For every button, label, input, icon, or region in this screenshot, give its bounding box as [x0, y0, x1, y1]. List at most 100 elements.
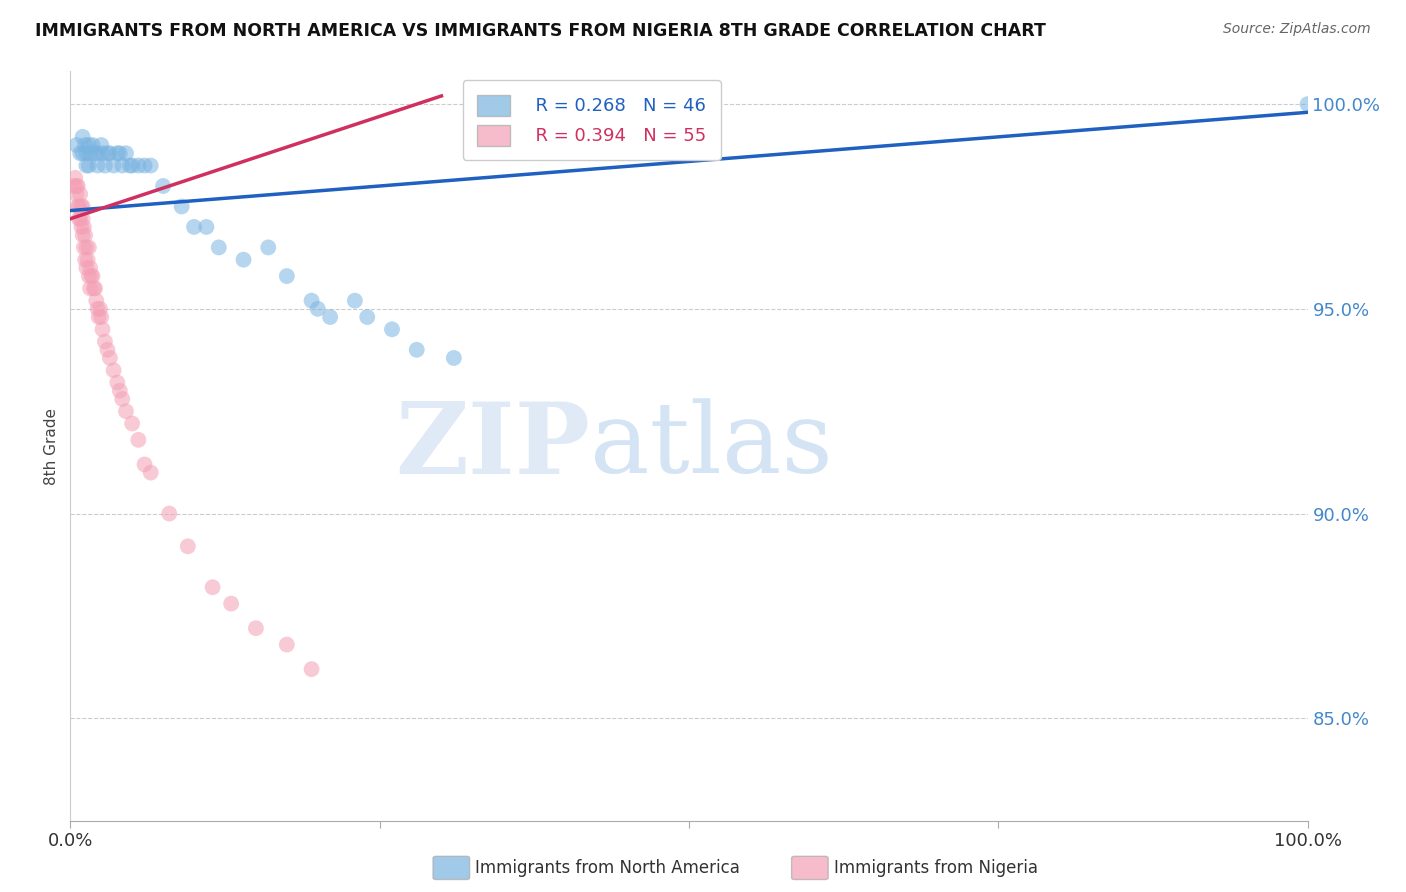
- Point: [79, 146, 101, 161]
- Point: [177, 539, 200, 553]
- Point: [356, 310, 378, 324]
- Point: [157, 507, 180, 521]
- Point: [65, 138, 87, 153]
- Point: [75, 159, 97, 173]
- Point: [67, 199, 90, 213]
- Point: [77, 159, 100, 173]
- Text: Immigrants from Nigeria: Immigrants from Nigeria: [834, 859, 1038, 877]
- Point: [443, 351, 465, 365]
- Point: [66, 179, 89, 194]
- Point: [83, 281, 105, 295]
- Point: [121, 159, 143, 173]
- Point: [72, 228, 94, 243]
- Point: [70, 199, 93, 213]
- Point: [134, 159, 156, 173]
- Point: [72, 211, 94, 226]
- Point: [94, 159, 117, 173]
- Point: [75, 146, 97, 161]
- Point: [381, 322, 404, 336]
- Point: [152, 179, 174, 194]
- Point: [72, 199, 94, 213]
- Point: [105, 376, 128, 390]
- Point: [63, 179, 86, 194]
- Point: [69, 187, 91, 202]
- Point: [108, 384, 131, 398]
- Point: [94, 334, 117, 349]
- Point: [69, 211, 91, 226]
- Point: [232, 252, 254, 267]
- Point: [405, 343, 427, 357]
- Text: atlas: atlas: [591, 398, 832, 494]
- Point: [219, 597, 242, 611]
- Point: [195, 219, 218, 234]
- Point: [79, 260, 101, 275]
- Point: [118, 159, 141, 173]
- Point: [105, 146, 128, 161]
- Point: [65, 170, 87, 185]
- Point: [1296, 97, 1319, 112]
- Point: [121, 417, 143, 431]
- Point: [72, 129, 94, 144]
- Point: [90, 138, 112, 153]
- Point: [75, 252, 97, 267]
- Point: [79, 281, 101, 295]
- Point: [103, 159, 125, 173]
- Point: [75, 260, 97, 275]
- Point: [80, 269, 103, 284]
- Point: [301, 662, 323, 676]
- Point: [91, 322, 114, 336]
- Point: [343, 293, 366, 308]
- Point: [170, 199, 193, 213]
- Point: [276, 269, 298, 284]
- Point: [127, 159, 149, 173]
- Point: [245, 621, 267, 635]
- Point: [201, 580, 224, 594]
- Point: [91, 146, 114, 161]
- Point: [84, 281, 107, 295]
- Point: [86, 159, 108, 173]
- Point: [115, 146, 138, 161]
- Point: [75, 228, 97, 243]
- Point: [77, 240, 100, 254]
- Point: [84, 146, 107, 161]
- Point: [76, 252, 98, 267]
- Point: [87, 310, 110, 324]
- Point: [96, 343, 118, 357]
- Point: [73, 219, 96, 234]
- Point: [66, 199, 89, 213]
- Point: [96, 146, 118, 161]
- Y-axis label: 8th Grade: 8th Grade: [44, 408, 59, 484]
- Point: [103, 363, 125, 377]
- Point: [111, 159, 134, 173]
- Point: [75, 240, 97, 254]
- Point: [98, 351, 121, 365]
- Point: [127, 433, 149, 447]
- Point: [115, 404, 138, 418]
- Point: [82, 269, 104, 284]
- Point: [89, 301, 111, 316]
- Point: [86, 146, 108, 161]
- Point: [75, 138, 97, 153]
- Point: [319, 310, 342, 324]
- Legend:   R = 0.268   N = 46,   R = 0.394   N = 55: R = 0.268 N = 46, R = 0.394 N = 55: [463, 80, 721, 160]
- Point: [98, 146, 121, 161]
- Point: [69, 146, 91, 161]
- Text: Source: ZipAtlas.com: Source: ZipAtlas.com: [1223, 22, 1371, 37]
- Point: [65, 187, 87, 202]
- Text: Immigrants from North America: Immigrants from North America: [475, 859, 740, 877]
- Point: [208, 240, 231, 254]
- Point: [77, 138, 100, 153]
- Point: [73, 240, 96, 254]
- Point: [65, 179, 87, 194]
- Point: [307, 301, 329, 316]
- Point: [82, 138, 104, 153]
- Point: [183, 219, 205, 234]
- Point: [139, 159, 162, 173]
- Point: [67, 211, 90, 226]
- Point: [257, 240, 280, 254]
- Point: [70, 219, 93, 234]
- Point: [301, 293, 323, 308]
- Point: [77, 269, 100, 284]
- Point: [111, 392, 134, 406]
- Point: [139, 466, 162, 480]
